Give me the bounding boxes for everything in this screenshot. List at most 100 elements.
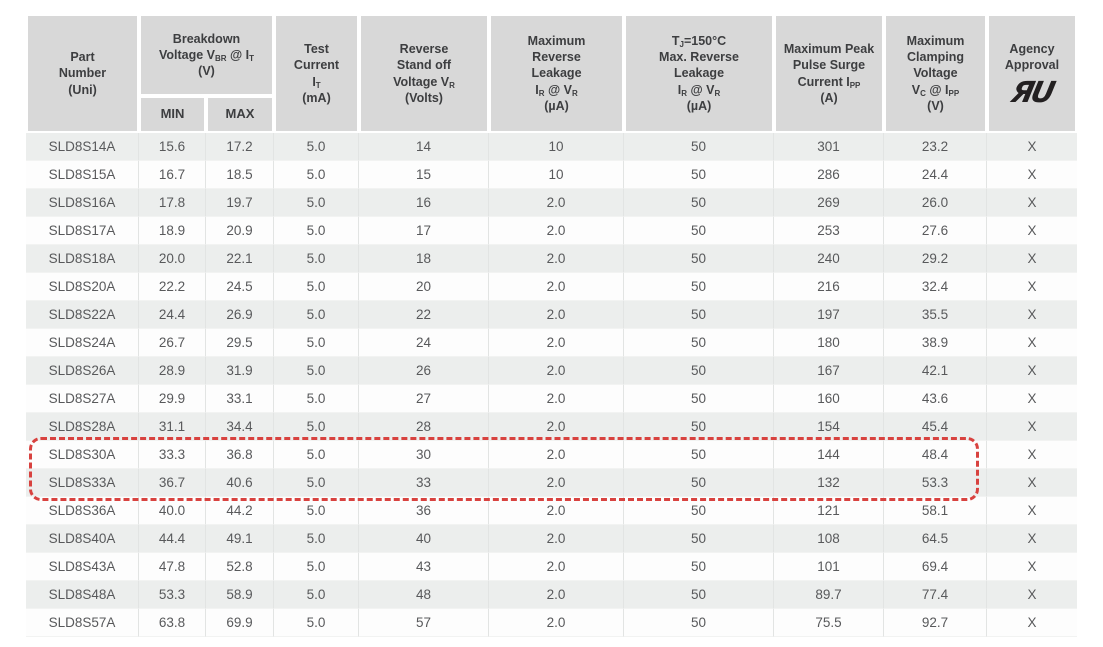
value-cell: 2.0 <box>489 441 624 469</box>
value-cell: 5.0 <box>274 133 359 161</box>
value-cell: 19.7 <box>206 189 274 217</box>
value-cell: 29.2 <box>884 245 987 273</box>
value-cell: X <box>987 469 1077 497</box>
value-cell: 2.0 <box>489 469 624 497</box>
value-cell: 5.0 <box>274 357 359 385</box>
value-cell: 45.4 <box>884 413 987 441</box>
value-cell: X <box>987 385 1077 413</box>
value-cell: 14 <box>359 133 489 161</box>
value-cell: 63.8 <box>139 609 206 637</box>
value-cell: 22.2 <box>139 273 206 301</box>
part-number-cell: SLD8S20A <box>26 273 139 301</box>
col-header-part-number: Part Number (Uni) <box>26 14 139 133</box>
table-row: SLD8S26A 28.9 31.9 5.0 26 2.0 50 167 42.1 X <box>26 357 1077 385</box>
value-cell: 50 <box>624 553 774 581</box>
value-cell: 17 <box>359 217 489 245</box>
value-cell: 49.1 <box>206 525 274 553</box>
value-cell: 47.8 <box>139 553 206 581</box>
value-cell: 40.0 <box>139 497 206 525</box>
value-cell: 26.0 <box>884 189 987 217</box>
value-cell: 286 <box>774 161 884 189</box>
part-number-cell: SLD8S27A <box>26 385 139 413</box>
value-cell: 92.7 <box>884 609 987 637</box>
value-cell: 101 <box>774 553 884 581</box>
value-cell: 28.9 <box>139 357 206 385</box>
value-cell: X <box>987 413 1077 441</box>
col-header-breakdown-voltage: Breakdown Voltage VBR @ IT (V) <box>139 14 274 96</box>
value-cell: 2.0 <box>489 245 624 273</box>
value-cell: 2.0 <box>489 329 624 357</box>
table-row: SLD8S20A 22.2 24.5 5.0 20 2.0 50 216 32.4 X <box>26 273 1077 301</box>
value-cell: 5.0 <box>274 609 359 637</box>
agency-approval-label: Agency Approval <box>1004 42 1060 73</box>
value-cell: 48.4 <box>884 441 987 469</box>
spec-table-container: Part Number (Uni) Breakdown Voltage VBR @ I… <box>26 14 1077 637</box>
value-cell: 22 <box>359 301 489 329</box>
value-cell: 27 <box>359 385 489 413</box>
value-cell: X <box>987 357 1077 385</box>
value-cell: 18.5 <box>206 161 274 189</box>
part-number-cell: SLD8S15A <box>26 161 139 189</box>
part-number-cell: SLD8S28A <box>26 413 139 441</box>
value-cell: 77.4 <box>884 581 987 609</box>
value-cell: X <box>987 217 1077 245</box>
value-cell: 121 <box>774 497 884 525</box>
col-header-reverse-standoff-voltage: Reverse Stand off Voltage VR (Volts) <box>359 14 489 133</box>
value-cell: 23.2 <box>884 133 987 161</box>
value-cell: 31.1 <box>139 413 206 441</box>
col-header-max-clamping-voltage: Maximum Clamping Voltage VC @ IPP (V) <box>884 14 987 133</box>
value-cell: 40 <box>359 525 489 553</box>
value-cell: 34.4 <box>206 413 274 441</box>
value-cell: 40.6 <box>206 469 274 497</box>
value-cell: 10 <box>489 161 624 189</box>
value-cell: X <box>987 553 1077 581</box>
value-cell: 50 <box>624 189 774 217</box>
value-cell: 42.1 <box>884 357 987 385</box>
value-cell: 31.9 <box>206 357 274 385</box>
value-cell: 50 <box>624 357 774 385</box>
value-cell: 33.3 <box>139 441 206 469</box>
value-cell: 43.6 <box>884 385 987 413</box>
col-header-agency-approval: Agency Approval ЯU <box>987 14 1077 133</box>
table-row: SLD8S27A 29.9 33.1 5.0 27 2.0 50 160 43.6 X <box>26 385 1077 413</box>
part-number-cell: SLD8S16A <box>26 189 139 217</box>
value-cell: 2.0 <box>489 525 624 553</box>
part-number-cell: SLD8S14A <box>26 133 139 161</box>
value-cell: 20.0 <box>139 245 206 273</box>
value-cell: 5.0 <box>274 189 359 217</box>
value-cell: 301 <box>774 133 884 161</box>
value-cell: 50 <box>624 497 774 525</box>
part-number-cell: SLD8S36A <box>26 497 139 525</box>
value-cell: 5.0 <box>274 469 359 497</box>
value-cell: 27.6 <box>884 217 987 245</box>
value-cell: 50 <box>624 273 774 301</box>
value-cell: 50 <box>624 245 774 273</box>
value-cell: 5.0 <box>274 413 359 441</box>
value-cell: X <box>987 525 1077 553</box>
value-cell: 50 <box>624 301 774 329</box>
value-cell: 50 <box>624 581 774 609</box>
value-cell: 197 <box>774 301 884 329</box>
part-number-cell: SLD8S26A <box>26 357 139 385</box>
table-row: SLD8S30A 33.3 36.8 5.0 30 2.0 50 144 48.4 X <box>26 441 1077 469</box>
value-cell: 240 <box>774 245 884 273</box>
value-cell: 48 <box>359 581 489 609</box>
part-number-cell: SLD8S40A <box>26 525 139 553</box>
value-cell: 2.0 <box>489 357 624 385</box>
part-number-cell: SLD8S57A <box>26 609 139 637</box>
part-number-cell: SLD8S43A <box>26 553 139 581</box>
value-cell: X <box>987 609 1077 637</box>
value-cell: X <box>987 189 1077 217</box>
value-cell: 75.5 <box>774 609 884 637</box>
value-cell: 26.9 <box>206 301 274 329</box>
value-cell: 44.4 <box>139 525 206 553</box>
table-row: SLD8S57A 63.8 69.9 5.0 57 2.0 50 75.5 92.7 X <box>26 609 1077 637</box>
part-number-cell: SLD8S33A <box>26 469 139 497</box>
value-cell: 44.2 <box>206 497 274 525</box>
value-cell: 64.5 <box>884 525 987 553</box>
value-cell: 2.0 <box>489 273 624 301</box>
table-row: SLD8S15A 16.7 18.5 5.0 15 10 50 286 24.4 X <box>26 161 1077 189</box>
part-number-cell: SLD8S30A <box>26 441 139 469</box>
value-cell: 28 <box>359 413 489 441</box>
